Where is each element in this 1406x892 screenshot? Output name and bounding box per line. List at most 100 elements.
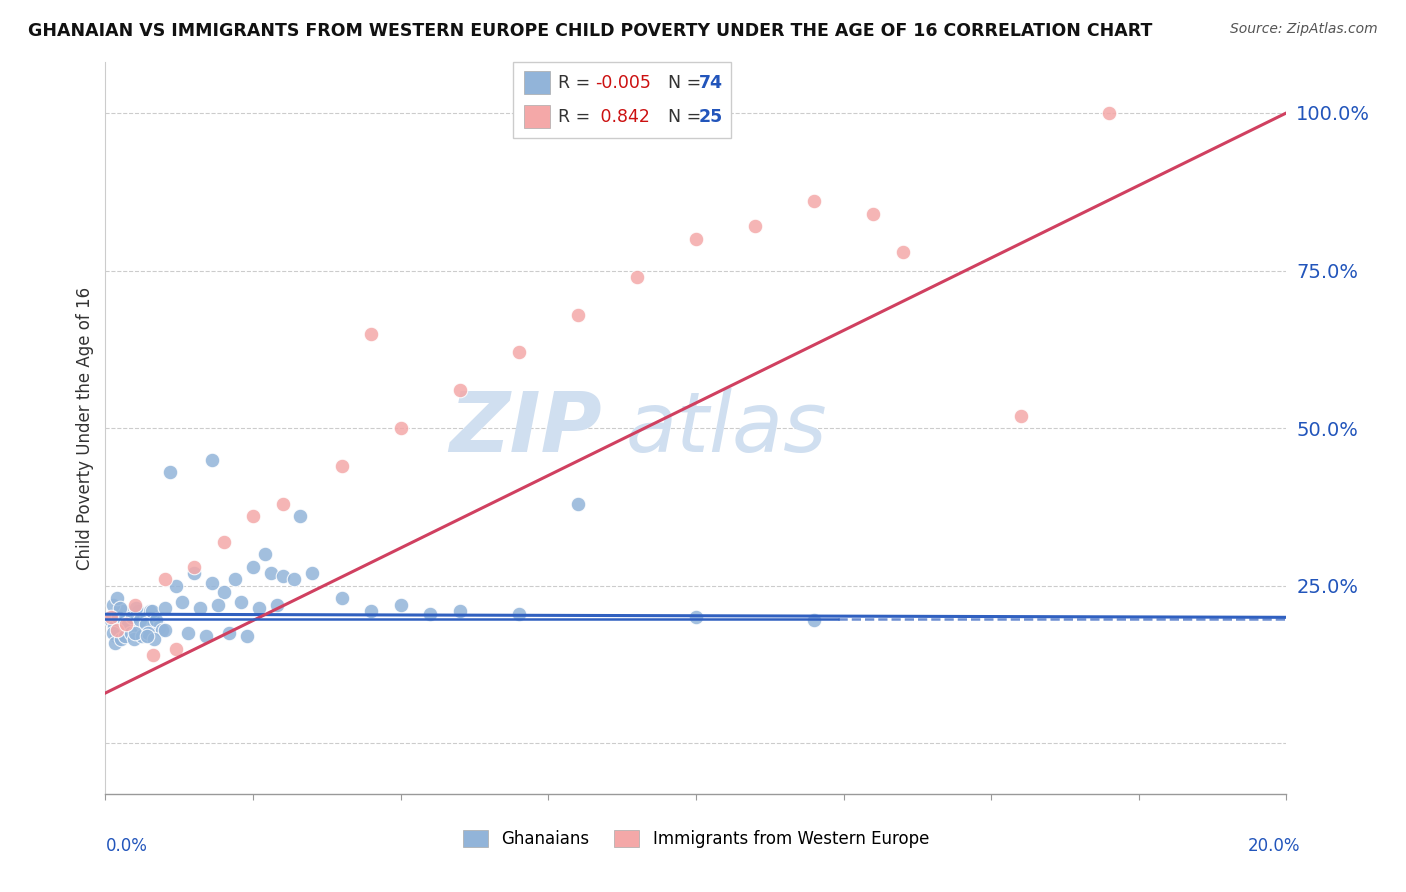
Point (131, 629, 153, 643)
Point (105, 623, 128, 637)
Point (271, 569, 294, 583)
Point (153, 623, 176, 637)
Point (105, 591, 128, 606)
Point (142, 614, 165, 628)
Point (165, 579, 187, 593)
Point (266, 598, 288, 612)
Point (135, 629, 157, 643)
Point (150, 623, 173, 637)
Point (121, 610, 143, 624)
Point (212, 585, 235, 599)
Text: R =: R = (558, 74, 596, 92)
Point (508, 607, 530, 622)
Text: 0.0%: 0.0% (105, 837, 148, 855)
Point (122, 632, 145, 647)
Point (419, 607, 441, 622)
Text: Source: ZipAtlas.com: Source: ZipAtlas.com (1230, 22, 1378, 37)
Point (100, 614, 122, 628)
Point (120, 623, 142, 637)
Point (115, 614, 138, 628)
Point (218, 626, 240, 640)
Text: atlas: atlas (626, 388, 827, 468)
Point (107, 610, 129, 624)
Point (891, 244, 914, 259)
Point (135, 616, 157, 631)
Point (283, 573, 305, 587)
Point (118, 620, 141, 634)
Legend: Ghanaians, Immigrants from Western Europe: Ghanaians, Immigrants from Western Europ… (456, 823, 936, 855)
Point (101, 626, 124, 640)
Point (1010, 409, 1032, 423)
Point (172, 594, 194, 608)
Text: 0.842: 0.842 (595, 108, 650, 126)
Point (194, 629, 217, 643)
Point (231, 594, 253, 608)
Point (135, 610, 157, 624)
Point (1098, 106, 1121, 120)
Point (449, 384, 471, 398)
Text: GHANAIAN VS IMMIGRANTS FROM WESTERN EUROPE CHILD POVERTY UNDER THE AGE OF 16 COR: GHANAIAN VS IMMIGRANTS FROM WESTERN EURO… (28, 22, 1153, 40)
Text: R =: R = (558, 108, 596, 126)
Point (142, 648, 165, 662)
Point (142, 632, 165, 647)
Point (153, 600, 176, 615)
Point (389, 421, 412, 435)
Point (183, 566, 205, 581)
Point (141, 604, 163, 618)
Point (125, 600, 148, 615)
Point (104, 635, 127, 649)
Point (744, 219, 766, 234)
Point (290, 509, 312, 524)
Point (862, 207, 884, 221)
Point (100, 610, 122, 624)
Point (685, 610, 707, 624)
Text: 20.0%: 20.0% (1249, 837, 1301, 855)
Point (201, 575, 224, 590)
Point (207, 598, 229, 612)
Y-axis label: Child Poverty Under the Age of 16: Child Poverty Under the Age of 16 (76, 286, 94, 570)
Point (138, 604, 162, 618)
Point (120, 626, 142, 640)
Point (508, 345, 530, 359)
Point (129, 623, 152, 637)
Point (124, 616, 146, 631)
Point (201, 452, 224, 467)
Point (242, 560, 264, 574)
Point (101, 598, 124, 612)
Point (330, 591, 353, 606)
Point (112, 614, 135, 628)
Point (236, 629, 259, 643)
Point (242, 509, 264, 524)
Point (115, 616, 138, 631)
Point (803, 614, 825, 628)
Point (626, 269, 648, 284)
Point (360, 604, 382, 618)
Point (224, 573, 246, 587)
Point (271, 497, 294, 511)
Point (685, 232, 707, 246)
Point (114, 629, 136, 643)
Point (212, 534, 235, 549)
Point (127, 604, 149, 618)
Point (132, 616, 155, 631)
Point (567, 497, 589, 511)
Point (124, 598, 146, 612)
Point (110, 632, 132, 647)
Point (103, 620, 125, 634)
Text: N =: N = (657, 74, 706, 92)
Point (128, 614, 150, 628)
Point (177, 626, 200, 640)
Point (117, 616, 139, 631)
Point (159, 465, 181, 479)
Point (330, 458, 353, 473)
Point (145, 614, 167, 628)
Text: ZIP: ZIP (449, 388, 602, 468)
Point (124, 626, 146, 640)
Point (188, 600, 211, 615)
Point (165, 641, 187, 656)
Text: 25: 25 (699, 108, 723, 126)
Point (148, 620, 170, 634)
Point (803, 194, 825, 209)
Text: -0.005: -0.005 (595, 74, 651, 92)
Point (183, 560, 205, 574)
